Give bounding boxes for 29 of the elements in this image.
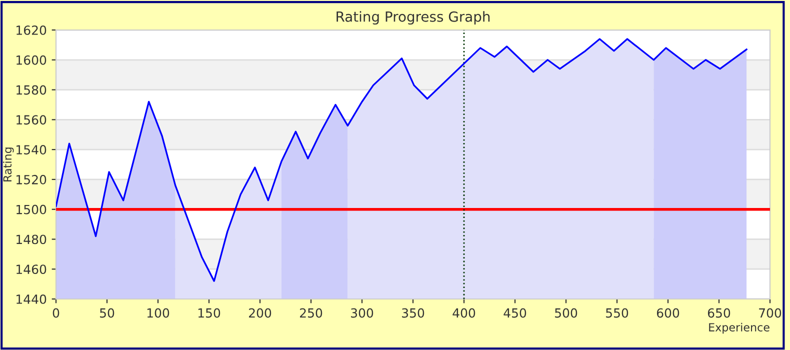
x-tick-label: 600 (656, 308, 680, 318)
y-axis-title: Rating (3, 148, 14, 182)
y-tick-label: 1520 (16, 174, 46, 184)
y-tick-label: 1440 (16, 294, 46, 304)
y-tick-label: 1460 (16, 264, 46, 274)
line-series (56, 38, 748, 282)
x-tick-label: 200 (248, 308, 272, 318)
x-tick-label: 700 (759, 308, 782, 318)
x-tick-label: 450 (504, 308, 526, 318)
chart-title: Rating Progress Graph (336, 11, 490, 25)
y-tick-label: 1620 (16, 25, 46, 35)
x-tick-label: 400 (452, 308, 476, 318)
y-tick-label: 1480 (16, 234, 46, 244)
y-tick-label: 1540 (16, 145, 46, 154)
x-tick-label: 250 (300, 308, 322, 318)
y-tick-label: 1600 (16, 55, 46, 65)
x-tick-label: 100 (147, 308, 170, 318)
y-tick-label: 1560 (16, 115, 46, 125)
x-tick-label: 150 (198, 308, 220, 318)
x-tick-label: 350 (402, 308, 424, 318)
x-axis-title: Experience (709, 322, 770, 334)
x-tick-label: 550 (606, 308, 628, 318)
y-tick-label: 1500 (16, 204, 46, 214)
x-tick-label: 300 (351, 308, 374, 318)
x-tick-label: 50 (100, 308, 114, 318)
x-tick-label: 650 (708, 308, 730, 318)
y-tick-label: 1580 (16, 85, 46, 95)
x-tick-label: 0 (52, 308, 60, 318)
x-tick-label: 500 (555, 308, 578, 318)
